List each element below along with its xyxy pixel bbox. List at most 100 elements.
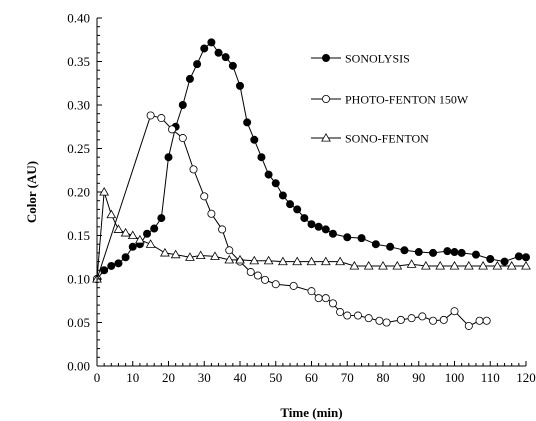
- data-point-sono-fenton: [170, 249, 181, 259]
- data-point-sonolysis: [207, 38, 216, 47]
- data-point-photo-fenton: [253, 271, 262, 280]
- data-point-sonolysis: [286, 200, 295, 209]
- y-tick-label: 0.15: [67, 228, 90, 243]
- series-line-sonolysis: [96, 41, 527, 280]
- x-tick-label: 120: [516, 370, 536, 385]
- data-point-sonolysis: [522, 253, 531, 262]
- data-point-photo-fenton: [450, 307, 459, 316]
- series-sono-fenton: [92, 186, 531, 283]
- x-tick-label: 20: [162, 370, 175, 385]
- x-tick-label: 60: [305, 370, 318, 385]
- data-point-sonolysis: [257, 153, 266, 162]
- data-point-sonolysis: [128, 242, 137, 251]
- data-point-sono-fenton: [145, 239, 156, 248]
- data-point-photo-fenton: [321, 294, 330, 303]
- data-point-sonolysis: [414, 248, 423, 257]
- data-point-sono-fenton: [378, 260, 388, 270]
- legend-entry-photo-fenton: PHOTO-FENTON 150W: [311, 93, 469, 107]
- data-point-sonolysis: [121, 253, 130, 262]
- data-point-sono-fenton: [135, 234, 145, 244]
- data-point-photo-fenton: [189, 165, 198, 174]
- data-point-sonolysis: [307, 220, 316, 229]
- data-point-photo-fenton: [225, 246, 234, 255]
- data-point-sono-fenton: [320, 256, 331, 266]
- y-tick-label: 0.10: [67, 272, 90, 287]
- data-point-photo-fenton: [336, 308, 345, 317]
- y-axis-title: Color (AU): [24, 161, 39, 223]
- legend-entry-sono-fenton: SONO-FENTON: [311, 132, 429, 146]
- data-point-sonolysis: [228, 61, 237, 70]
- data-point-photo-fenton: [429, 316, 438, 325]
- data-point-sonolysis: [114, 259, 123, 268]
- data-point-sono-fenton: [449, 260, 460, 270]
- axes-layer: 0 10 20 30 40 50 60 70 80 90 100 110 120 0.00 0.05 0.10…: [67, 11, 536, 386]
- data-point-sono-fenton: [363, 260, 374, 270]
- data-point-sono-fenton: [99, 186, 110, 196]
- data-point-sonolysis: [100, 266, 109, 275]
- x-tick-label: 50: [269, 370, 282, 385]
- data-point-sono-fenton: [463, 260, 474, 270]
- x-tick-label: 100: [445, 370, 465, 385]
- data-point-sonolysis: [450, 248, 459, 257]
- data-point-photo-fenton: [407, 314, 416, 323]
- data-point-photo-fenton: [328, 299, 337, 308]
- data-point-sonolysis: [321, 225, 330, 234]
- data-point-sonolysis: [293, 205, 302, 214]
- legend-entry-sonolysis: SONOLYSIS: [311, 52, 410, 66]
- data-point-photo-fenton: [382, 318, 391, 327]
- series-sonolysis: [93, 38, 531, 283]
- data-point-sono-fenton: [224, 254, 235, 264]
- data-point-sonolysis: [314, 222, 323, 231]
- data-point-sonolysis: [514, 252, 523, 261]
- data-point-photo-fenton: [439, 315, 448, 324]
- data-point-sono-fenton: [406, 259, 417, 268]
- x-tick-label: 30: [198, 370, 211, 385]
- data-point-sonolysis: [357, 234, 366, 243]
- data-point-sonolysis: [300, 214, 309, 223]
- data-point-photo-fenton: [146, 111, 155, 120]
- data-point-sonolysis: [271, 179, 280, 188]
- data-point-sonolysis: [235, 81, 244, 90]
- data-point-sono-fenton: [521, 260, 531, 270]
- x-tick-label: 80: [377, 370, 390, 385]
- legend-marker: [321, 54, 330, 63]
- data-point-sono-fenton: [421, 260, 431, 270]
- data-point-sono-fenton: [335, 256, 345, 266]
- y-tick-label: 0.40: [67, 11, 90, 26]
- data-point-sonolysis: [214, 48, 223, 57]
- series-line-photo-fenton: [96, 114, 487, 327]
- data-point-sono-fenton: [278, 256, 288, 266]
- data-point-sonolysis: [486, 254, 495, 263]
- data-point-sonolysis: [243, 118, 252, 127]
- legend: SONOLYSIS PHOTO-FENTON 150W SONO-FENTON: [311, 52, 469, 146]
- x-tick-label: 40: [234, 370, 247, 385]
- data-point-sono-fenton: [492, 260, 503, 270]
- data-point-sono-fenton: [120, 227, 131, 237]
- data-point-sono-fenton: [195, 250, 206, 260]
- series-line-sono-fenton: [96, 191, 526, 280]
- data-point-sonolysis: [178, 101, 187, 110]
- data-point-sonolysis: [157, 214, 166, 223]
- data-point-photo-fenton: [364, 314, 373, 323]
- data-point-sono-fenton: [263, 255, 274, 265]
- y-tick-label: 0.05: [67, 315, 90, 330]
- data-point-sonolysis: [457, 248, 466, 257]
- data-point-sonolysis: [250, 135, 259, 144]
- data-point-sono-fenton: [249, 255, 260, 265]
- data-point-sonolysis: [107, 261, 116, 270]
- data-point-photo-fenton: [271, 280, 280, 289]
- x-tick-label: 10: [126, 370, 139, 385]
- data-point-sono-fenton: [113, 224, 124, 233]
- x-tick-label: 110: [481, 370, 500, 385]
- data-point-photo-fenton: [475, 316, 484, 325]
- data-point-photo-fenton: [353, 311, 362, 320]
- data-point-sono-fenton: [160, 247, 170, 257]
- x-tick-label: 70: [341, 370, 354, 385]
- data-point-photo-fenton: [207, 209, 216, 218]
- data-point-photo-fenton: [343, 311, 352, 320]
- data-point-sonolysis: [400, 246, 409, 255]
- data-point-sono-fenton: [127, 230, 138, 240]
- x-axis-title: Time (min): [280, 405, 342, 420]
- legend-label: PHOTO-FENTON 150W: [345, 93, 469, 107]
